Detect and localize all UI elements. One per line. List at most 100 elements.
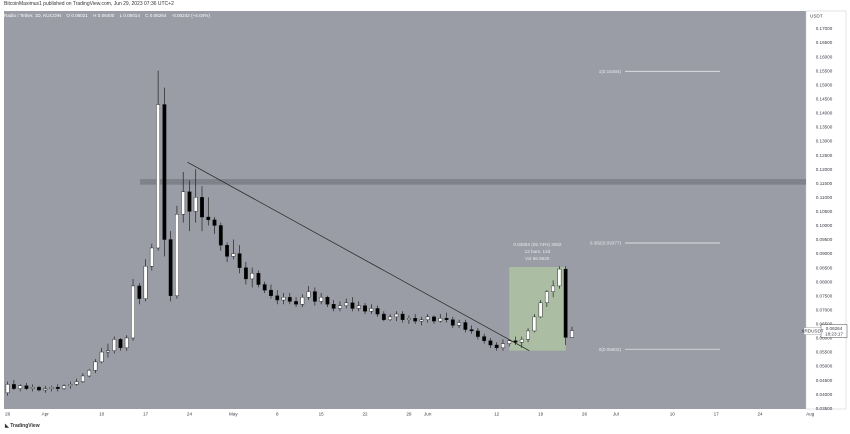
candle-body [269, 289, 273, 296]
time-tick-label: 26 [5, 412, 11, 417]
candle-body [68, 384, 73, 386]
tradingview-logo[interactable]: ◣ TradingView [5, 423, 40, 429]
time-tick-label: 26 [582, 412, 588, 417]
time-tick-label: Aug [806, 412, 815, 417]
candle-body [300, 296, 305, 305]
resistance-zone [140, 179, 806, 185]
candle-body [532, 316, 537, 332]
price-tick-label: 0.06500 [816, 322, 833, 327]
candle-body [156, 104, 161, 249]
candle-body [570, 330, 574, 338]
time-tick-label: 12 [494, 412, 500, 417]
candle-body [256, 273, 261, 285]
candle-body [49, 387, 54, 389]
candle-body [225, 244, 229, 257]
time-axis[interactable] [4, 409, 806, 419]
candle-body [275, 295, 280, 301]
candle-body [381, 313, 386, 320]
candle-body [338, 305, 342, 309]
symbol-name[interactable]: Radio / Tether, 1D, KUCOIN [4, 13, 62, 18]
price-tick-label: 0.13500 [816, 125, 833, 130]
range-box-label: 0.03082 (55.74%) 3082 [513, 242, 561, 247]
ohlc-high: H 0.06400 [93, 13, 115, 18]
candle-body [400, 313, 405, 320]
price-axis-unit: USDT [810, 14, 823, 19]
candle-body [87, 370, 92, 377]
measure-range-box [509, 267, 566, 351]
range-box-label: 12 bars, 12d [525, 249, 551, 254]
time-tick-label: 10 [99, 412, 105, 417]
price-tick-label: 0.10500 [816, 209, 833, 214]
candle-body [557, 268, 562, 287]
time-tick-label: Jun [424, 412, 432, 417]
price-tick-label: 0.10000 [816, 223, 833, 228]
candle-body [24, 385, 29, 389]
candle-body [131, 285, 135, 339]
candle-body [168, 239, 173, 296]
candle-body [206, 216, 211, 221]
candle-body [137, 285, 142, 299]
price-tick-label: 0.11000 [816, 195, 833, 200]
price-tick-label: 0.12000 [816, 167, 833, 172]
candle-body [231, 253, 236, 257]
price-tick-label: 0.06000 [816, 336, 833, 341]
price-axis[interactable] [805, 10, 847, 410]
candle-body [62, 385, 66, 389]
candle-body [394, 313, 399, 318]
price-tick-label: 0.17000 [816, 26, 833, 31]
candle-body [124, 337, 129, 349]
time-tick-label: 17 [714, 412, 720, 417]
ohlc-open: O 0.06021 [66, 13, 88, 18]
candle-body [112, 339, 117, 351]
candle-body [93, 361, 98, 371]
price-tick-label: 0.11500 [816, 181, 833, 186]
candle-body [369, 308, 374, 312]
candle-body [413, 318, 418, 322]
candle-body [344, 302, 349, 306]
fib-level-label: 1(0.15484) [599, 69, 622, 74]
candle-body [237, 253, 242, 268]
candle-body [181, 191, 186, 215]
candle-body [519, 339, 524, 343]
fib-level-label: 0.382(0.09377) [590, 241, 622, 246]
candle-body [99, 351, 104, 363]
candle-body [501, 343, 505, 349]
candle-body [80, 375, 85, 382]
candle-body [375, 308, 380, 315]
candle-body [281, 296, 286, 301]
tradingview-logo-text: TradingView [10, 423, 40, 429]
price-tick-label: 0.09000 [816, 251, 833, 256]
candle-body [563, 268, 568, 338]
candle-body [350, 302, 355, 309]
price-tick-label: 0.05000 [816, 364, 833, 369]
candle-body [444, 318, 449, 320]
candle-body [175, 214, 179, 296]
candle-body [262, 284, 267, 291]
price-tick-label: 0.04500 [816, 378, 833, 383]
candle-body [149, 247, 154, 267]
descending-trendline[interactable] [187, 161, 530, 351]
candle-body [218, 225, 223, 246]
time-tick-label: 29 [406, 412, 412, 417]
candle-body [432, 316, 436, 322]
candle-body [482, 336, 487, 341]
time-tick-label: 10 [670, 412, 676, 417]
time-tick-label: 17 [143, 412, 149, 417]
price-tick-label: 0.04000 [816, 392, 833, 397]
candle-body [388, 316, 393, 320]
last-price-value: 0.06264 [826, 326, 843, 331]
candle-body [494, 344, 499, 349]
candle-body [438, 318, 443, 322]
candle-body [419, 319, 424, 322]
candle-body [200, 197, 204, 218]
price-tick-label: 0.15500 [816, 68, 833, 73]
candle-body [143, 266, 148, 299]
price-tick-label: 0.16500 [816, 40, 833, 45]
time-tick-label: Apr [42, 412, 50, 417]
candle-body [463, 322, 468, 330]
price-tick-label: 0.16000 [816, 54, 833, 59]
candle-body [457, 322, 461, 326]
bar-countdown: 18:23:17 [825, 332, 843, 337]
price-tick-label: 0.15000 [816, 82, 833, 87]
